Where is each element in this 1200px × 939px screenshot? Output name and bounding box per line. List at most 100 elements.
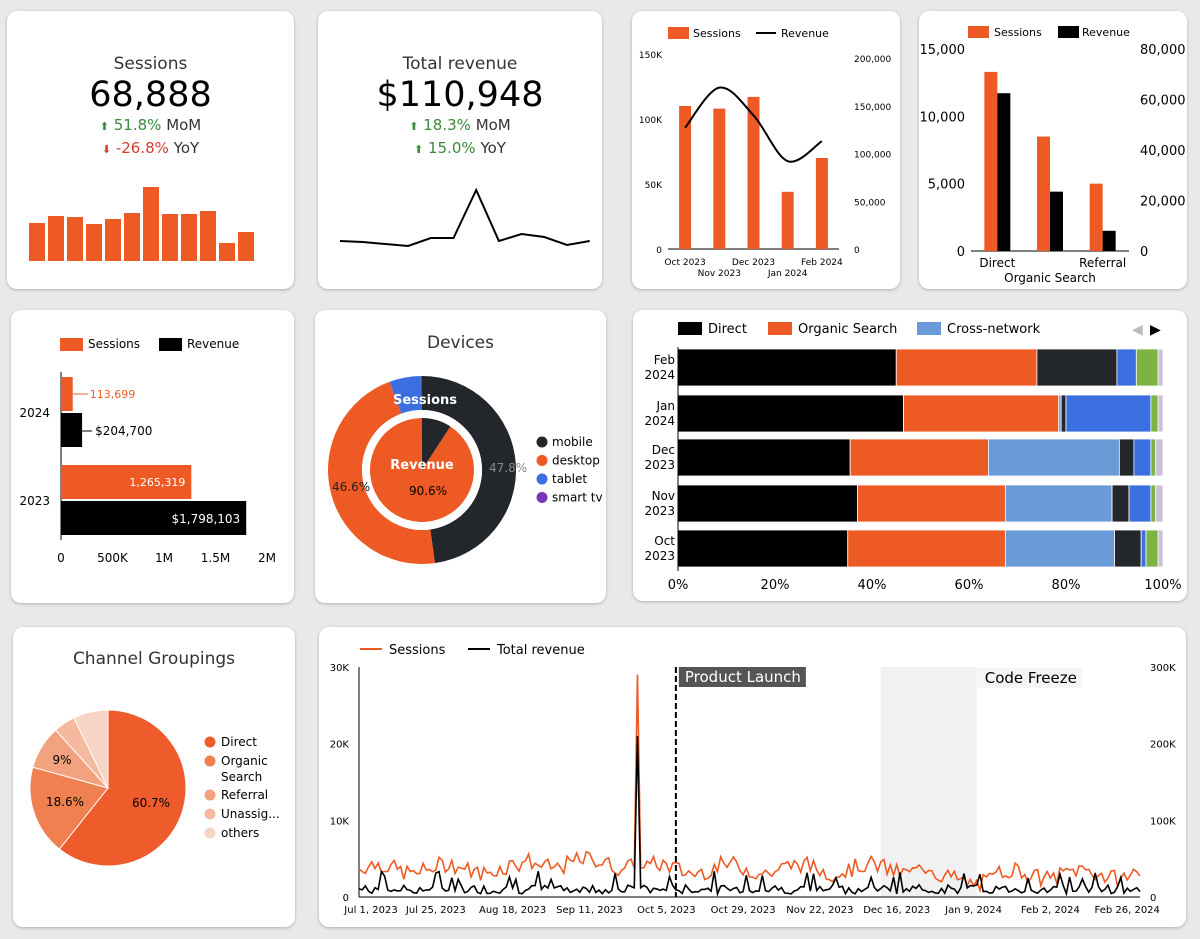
y-right-tick: 200,000 [854,55,891,65]
legend-sessions: Sessions [88,337,140,351]
bar-sessions [61,377,73,411]
pager-prev-icon: ◀ [1132,322,1143,338]
x-tick: 80% [1052,578,1081,593]
kpi-revenue-title: Total revenue [402,54,518,74]
stack-segment [1065,394,1152,433]
x-tick: 0% [668,578,689,593]
x-tick: Direct [979,256,1015,270]
sparkline-bar [48,216,64,261]
slice-label: 9% [52,753,71,767]
donut-outer-slice-tablet [389,376,422,414]
legend-dot [204,755,216,767]
kpi-sessions-value: 68,888 [89,75,212,115]
stack-segment [1114,529,1142,568]
kpi-revenue-yoy: ⬆ 15.0% YoY [318,139,602,157]
bar-sessions [781,191,794,249]
bar-revenue [997,93,1011,251]
x-tick: 1.5M [201,551,230,565]
legend-dot [204,736,216,748]
x-tick: 1M [155,551,173,565]
x-tick: Jul 1, 2023 [343,905,397,916]
y-left-tick: 0 [957,245,965,260]
stack-segment [895,348,1038,387]
bar-sessions [713,108,726,249]
y-left-tick: 10K [330,816,350,827]
x-tick: Oct 5, 2023 [637,905,696,916]
mom-value: 51.8% [113,116,162,134]
stack-segment [1150,394,1159,433]
kpi-sessions-mom: ⬆ 51.8% MoM [7,116,294,134]
y-left-tick: 15,000 [920,43,966,58]
stack-segment [1111,484,1130,523]
bar-revenue [1050,191,1063,251]
legend-label: Direct [221,735,257,749]
x-tick: Jan 2024 [767,269,808,279]
stack-segment [1133,438,1152,477]
bar-sessions [1037,136,1050,251]
legend-label: Direct [708,322,747,337]
kpi-sessions-yoy: ⬇ -26.8% YoY [7,139,294,157]
y-right-tick: 100K [1150,816,1176,827]
x-tick: 20% [761,578,790,593]
legend-swatch-sessions [668,27,689,39]
legend-sessions: Sessions [693,27,741,40]
y-right-tick: 200K [1150,740,1176,751]
code-freeze-label: Code Freeze [985,669,1077,687]
stacked-share-card: Direct Organic Search Cross-network ◀ ▶ Feb 20… [633,310,1187,601]
stack-segment [677,438,851,477]
legend-sessions: Sessions [994,26,1042,39]
donut-outer-slice-mobile [422,376,516,564]
product-launch-label-bg [678,667,806,687]
x-tick: 100% [1144,578,1181,593]
channel-combo-chart: Sessions Revenue 0 5,000 10,000 15,000 0 20,000… [920,26,1186,285]
stack-segment [677,484,858,523]
timeseries-chart: Sessions Total revenue Code Freeze 0 10K 20K 3… [330,643,1176,916]
y-left-tick: 0 [656,246,662,256]
code-freeze-label-bg [977,668,1082,688]
x-tick: 0 [57,551,65,565]
x-tick: Jul 25, 2023 [405,905,466,916]
bar-label-revenue: $1,798,103 [171,512,240,526]
y-tick: 2023 [644,458,675,472]
y-tick: 2024 [19,406,50,420]
stack-segment [1155,484,1164,523]
y-tick: Jan [656,399,676,413]
arrow-down-icon: ⬇ [101,143,112,156]
sparkline-bar [86,224,102,261]
arrow-up-icon: ⬆ [99,120,109,133]
monthly-combo-chart: Sessions Revenue 0 50K 100K 150K 0 50,000 100,00… [639,27,891,279]
legend-label: mobile [552,435,593,449]
legend-label: Search [221,770,262,784]
stacked-share-chart[interactable]: Direct Organic Search Cross-network ◀ ▶Feb20… [633,310,1187,601]
bar-label-revenue: $204,700 [95,424,152,438]
mom-value: 18.3% [423,116,471,134]
slice-label: 90.6% [409,484,447,498]
donut-inner-label: Revenue [390,458,454,473]
arrow-up-icon: ⬆ [414,143,424,156]
stack-segment [1128,484,1152,523]
stack-segment [1004,529,1115,568]
pie-slice [29,766,109,850]
stack-segment [903,394,1060,433]
channel-pie-card: Channel Groupings 60.7% 18.6% 9% Direct Orga… [13,627,295,927]
stack-segment [847,529,1006,568]
stack-segment [1118,438,1135,477]
y-left-tick: 10,000 [920,110,966,125]
line-sessions [358,674,1141,894]
sparkline-bar [238,232,254,261]
stack-segment [1157,529,1164,568]
x-tick: Feb 2, 2024 [1021,905,1080,916]
stack-segment [857,484,1006,523]
y-tick: 2024 [644,414,675,428]
pager-next-icon: ▶ [1150,322,1161,338]
x-tick: Organic Search [1004,271,1096,285]
y-right-tick: 50,000 [854,198,886,208]
y-tick: Oct [654,534,675,548]
y-tick: Dec [652,443,675,457]
monthly-combo-card: Sessions Revenue 0 50K 100K 150K 0 50,000 100,00… [632,11,900,289]
y-right-tick: 100,000 [854,151,891,161]
legend-swatch-sessions [968,26,989,38]
legend-dot-tablet [536,473,548,485]
bar-sessions [984,71,998,251]
y-tick: 2023 [19,494,50,508]
